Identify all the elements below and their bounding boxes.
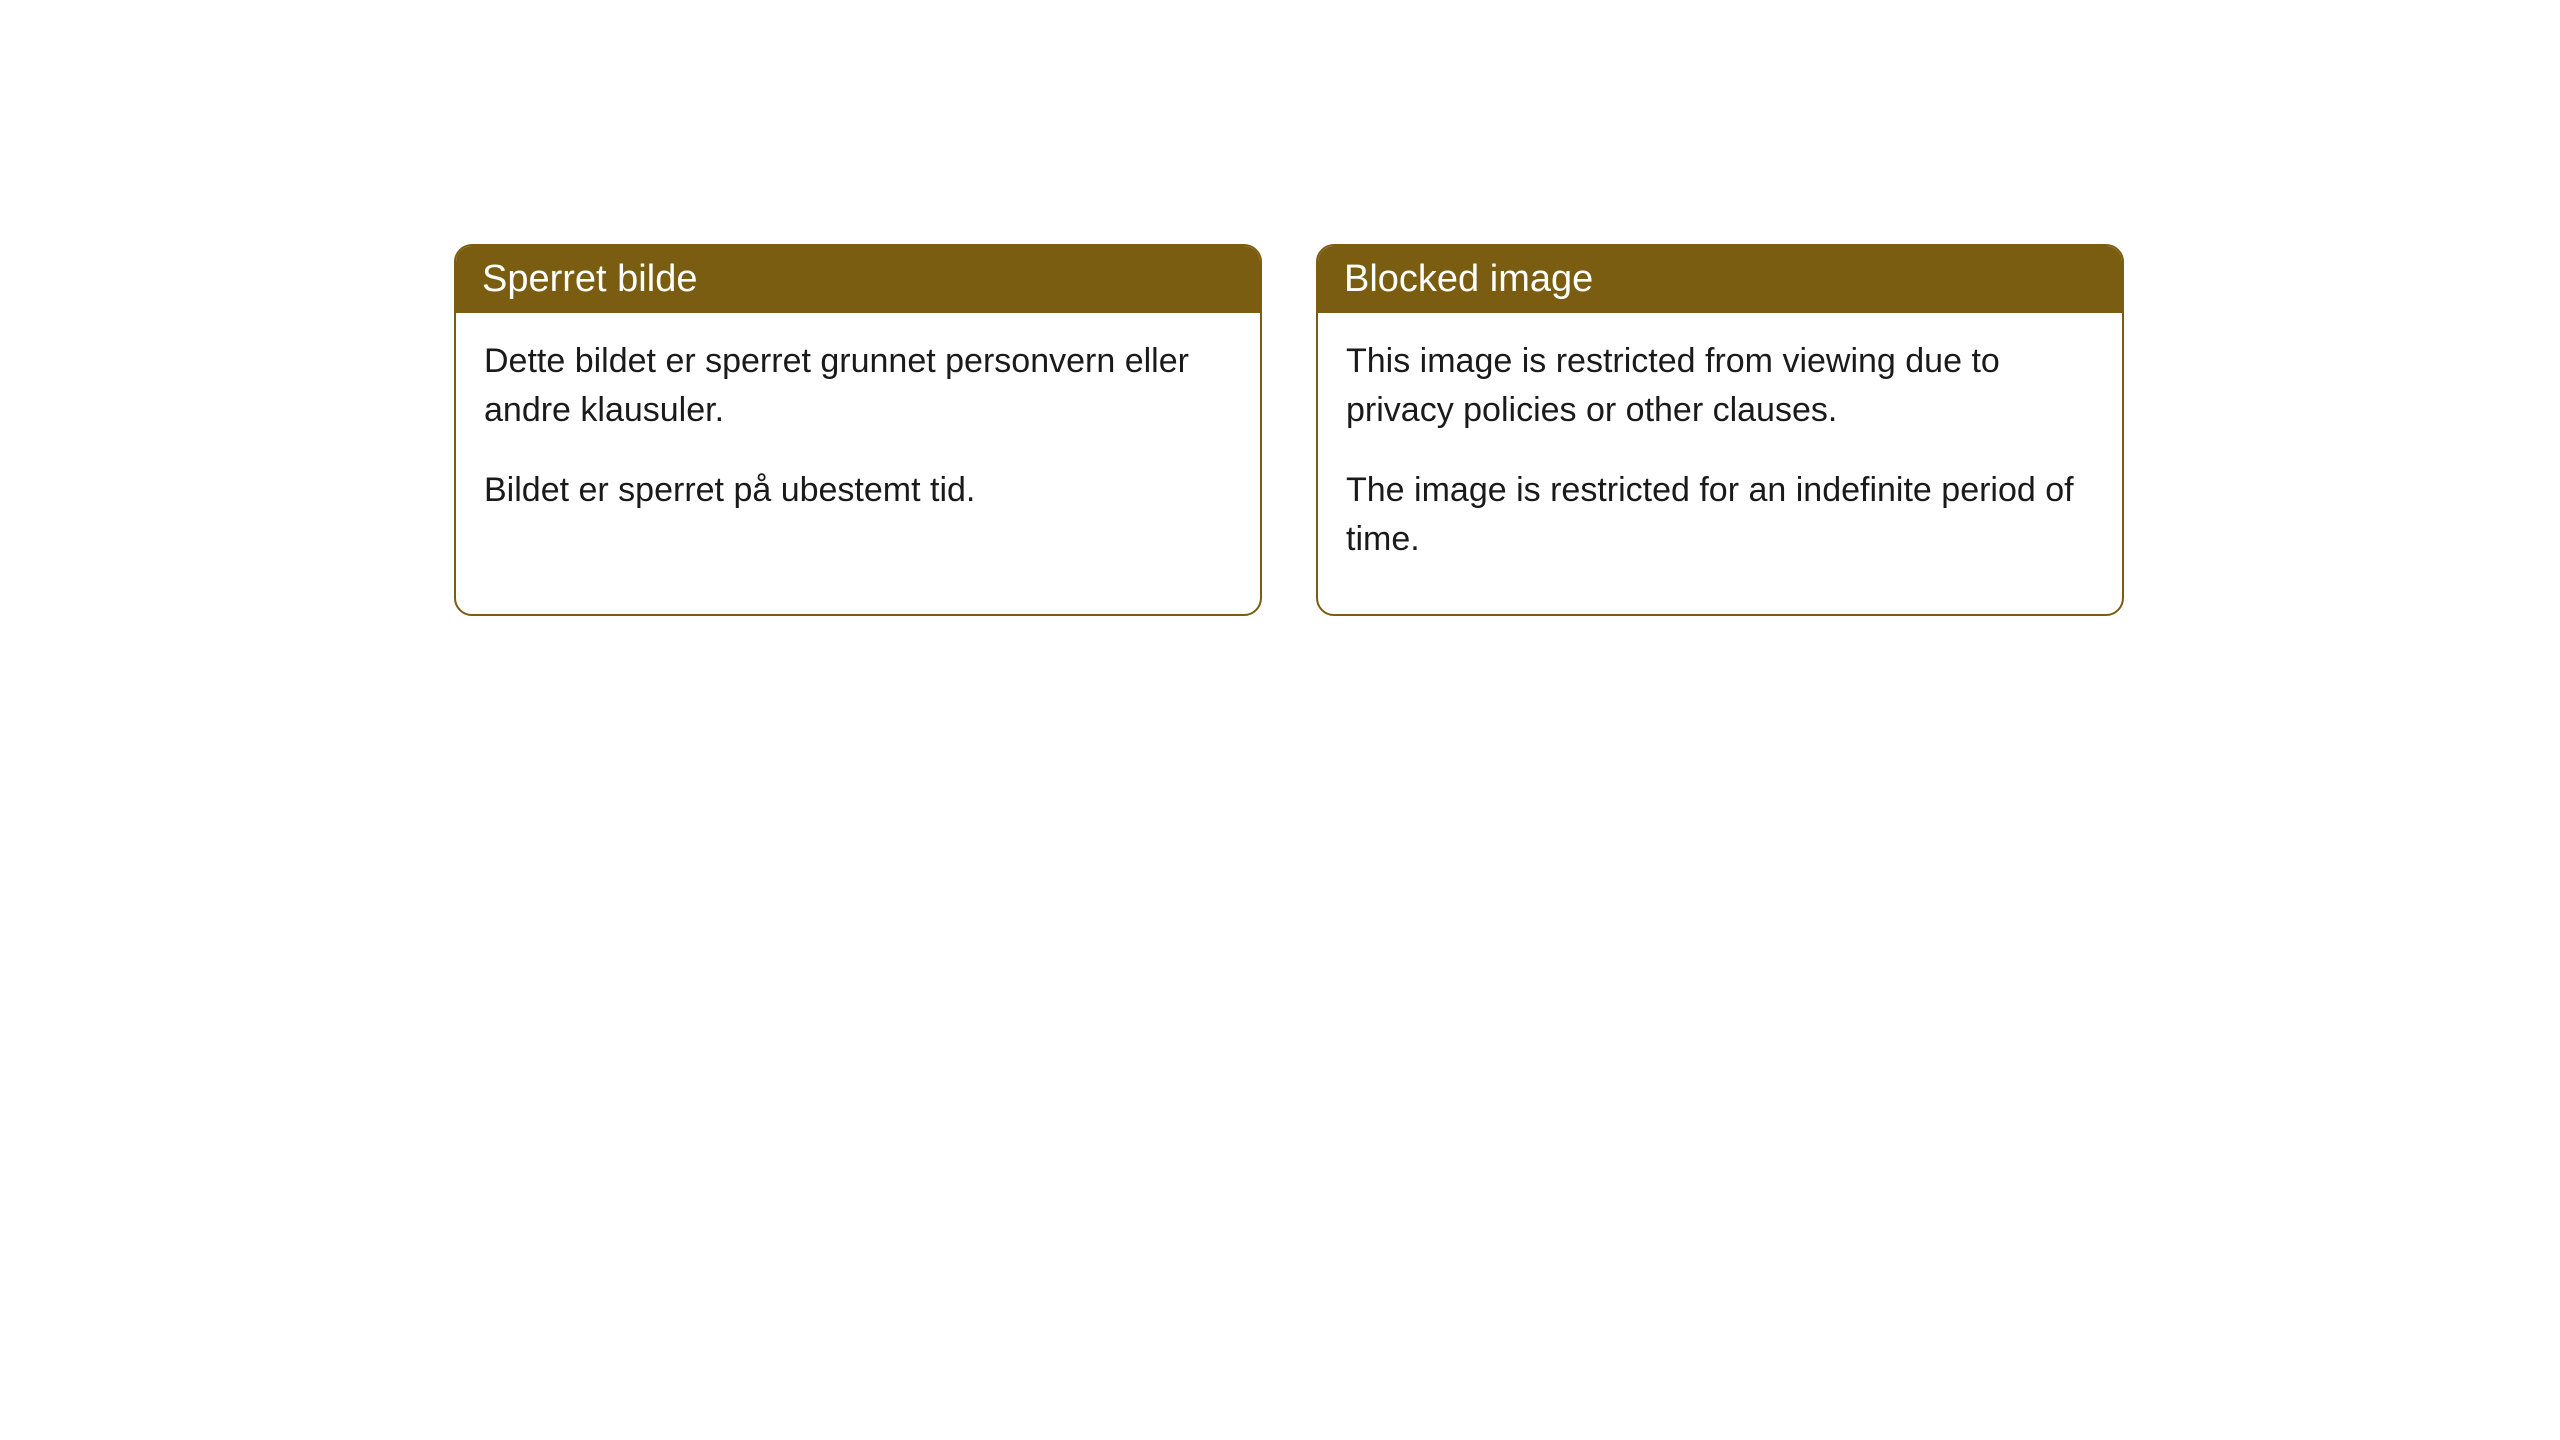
- notice-card-norwegian: Sperret bilde Dette bildet er sperret gr…: [454, 244, 1262, 616]
- card-title: Sperret bilde: [482, 258, 697, 300]
- card-body-english: This image is restricted from viewing du…: [1318, 313, 2122, 614]
- card-header-norwegian: Sperret bilde: [456, 246, 1260, 313]
- notice-text-line1: Dette bildet er sperret grunnet personve…: [484, 337, 1232, 436]
- notice-container: Sperret bilde Dette bildet er sperret gr…: [0, 0, 2560, 616]
- card-title: Blocked image: [1344, 258, 1593, 300]
- notice-text-line1: This image is restricted from viewing du…: [1346, 337, 2094, 436]
- notice-text-line2: Bildet er sperret på ubestemt tid.: [484, 466, 1232, 515]
- card-header-english: Blocked image: [1318, 246, 2122, 313]
- notice-text-line2: The image is restricted for an indefinit…: [1346, 466, 2094, 565]
- card-body-norwegian: Dette bildet er sperret grunnet personve…: [456, 313, 1260, 565]
- notice-card-english: Blocked image This image is restricted f…: [1316, 244, 2124, 616]
